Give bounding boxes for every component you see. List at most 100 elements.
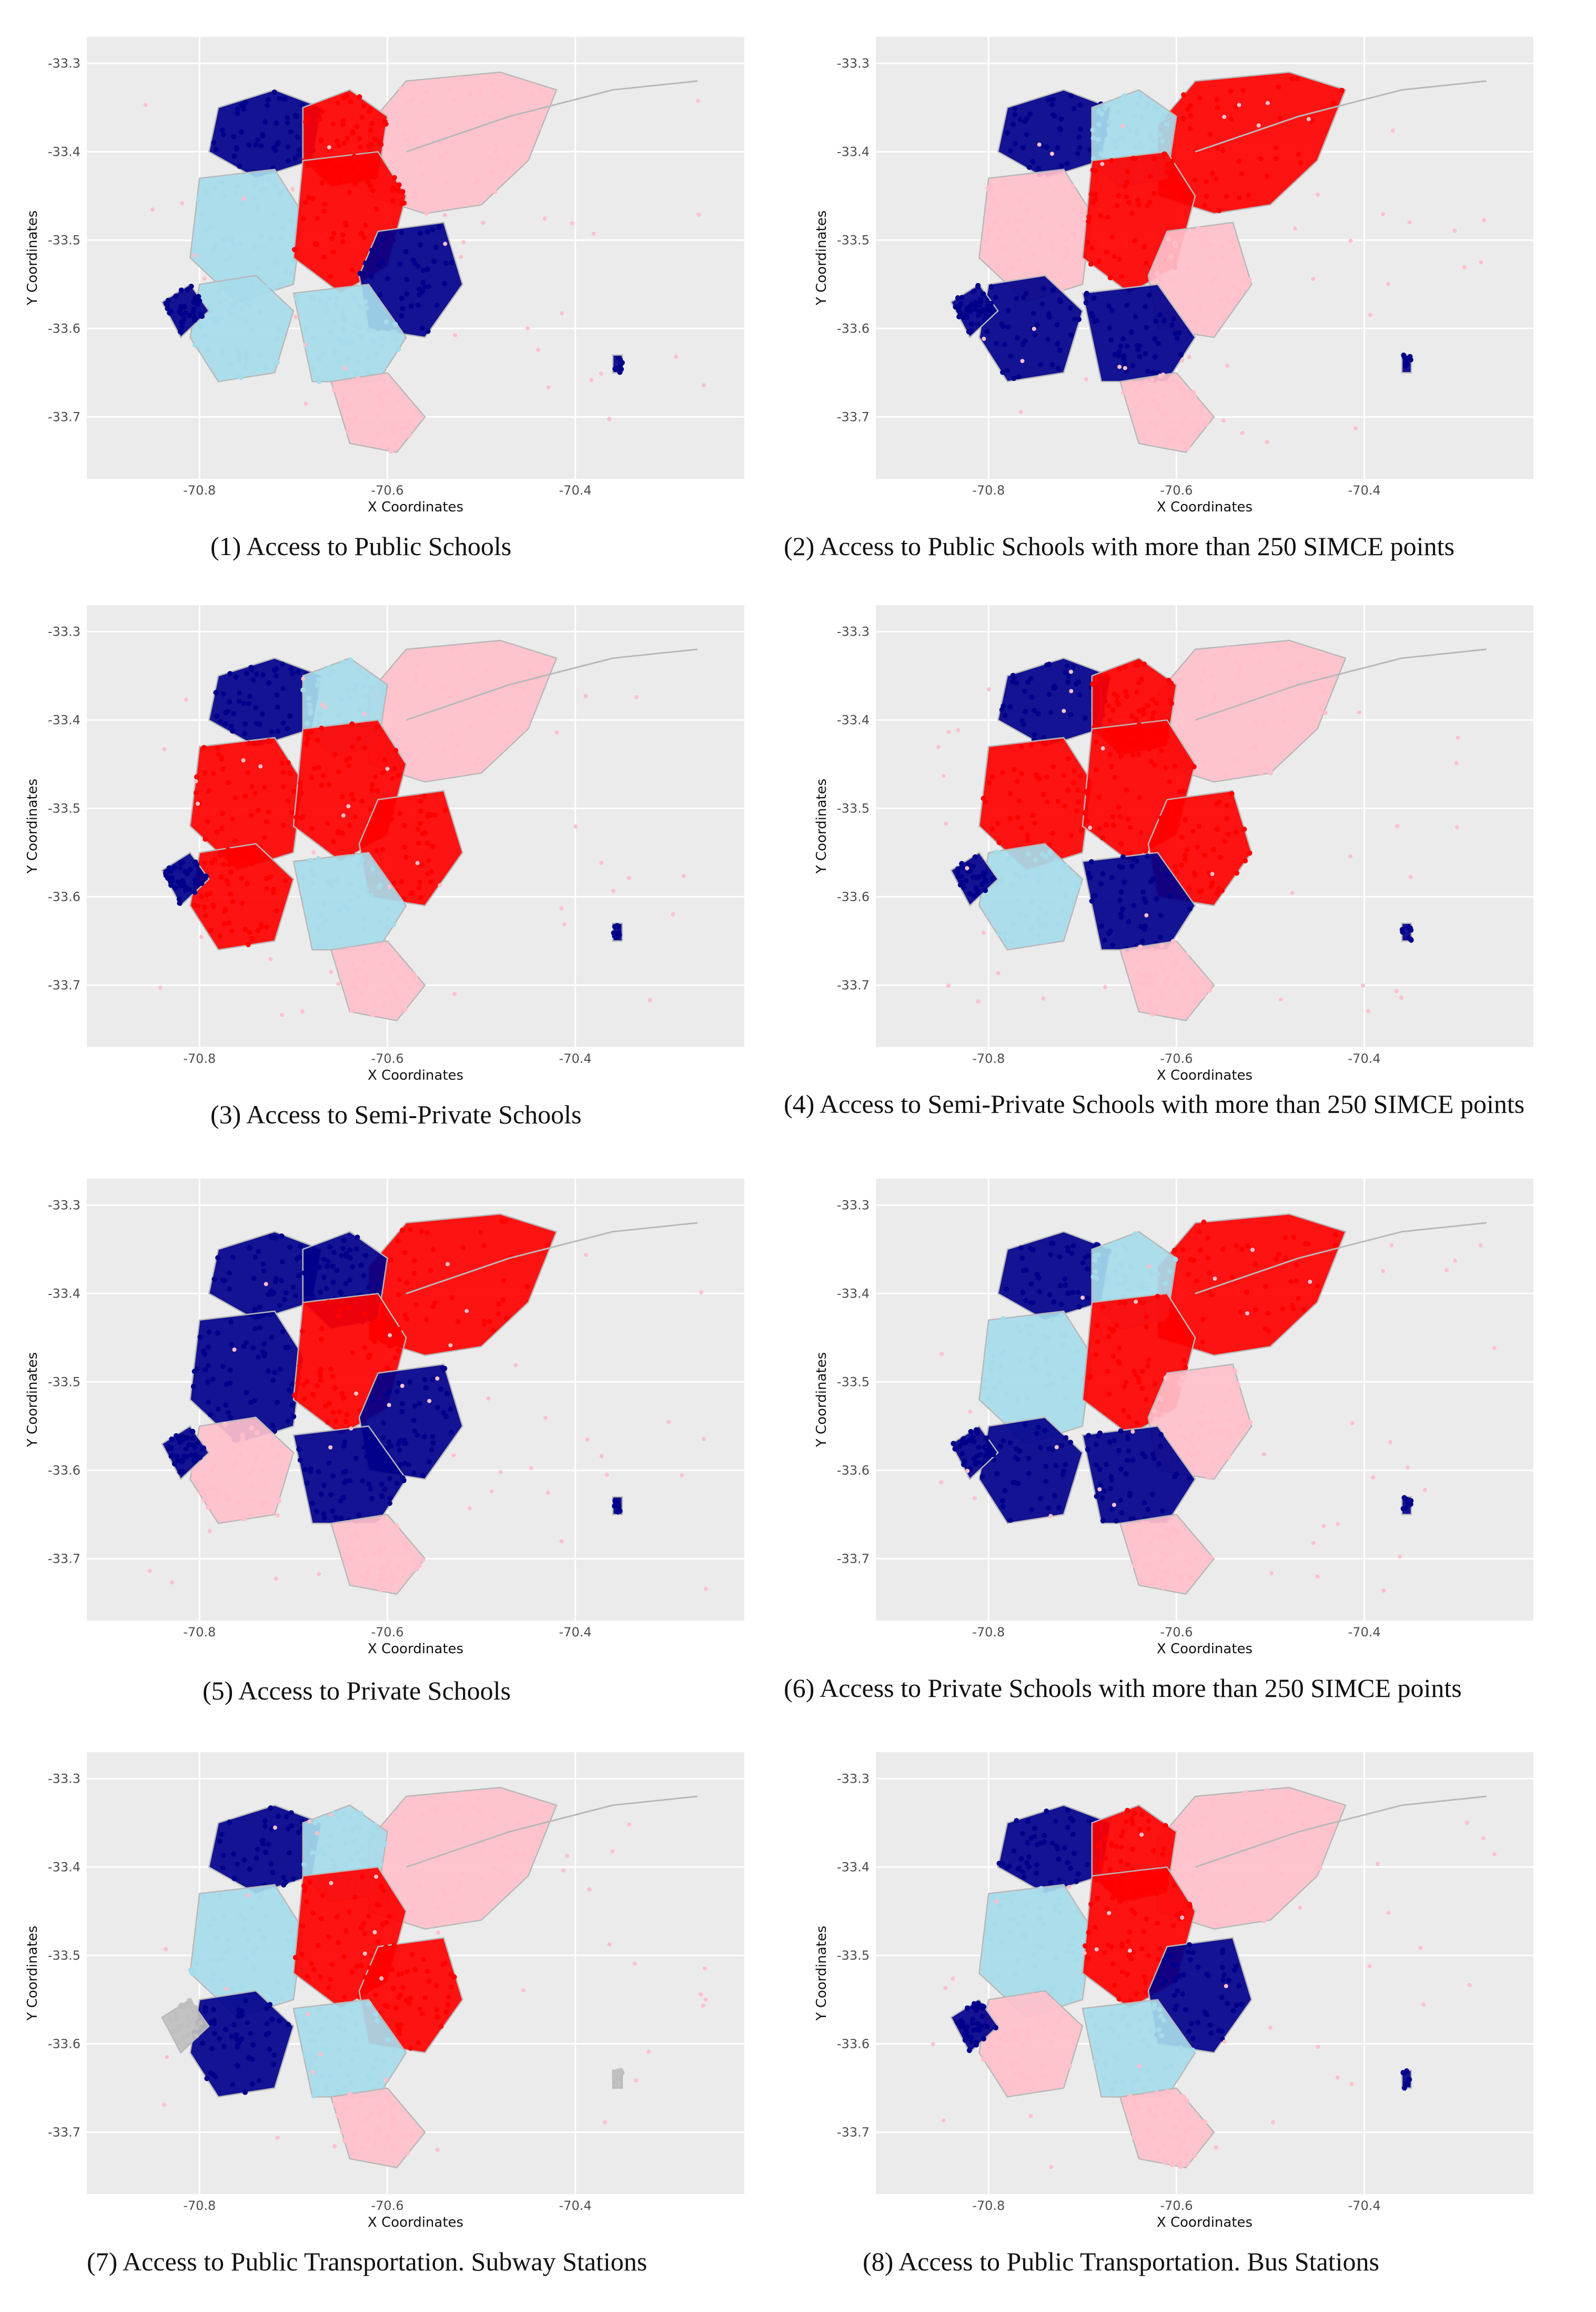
point-center xyxy=(1143,1979,1148,1985)
outlier-point xyxy=(634,2078,639,2083)
x-tick-label: -70.6 xyxy=(371,1625,403,1640)
outlier-point xyxy=(1123,366,1127,370)
point-center xyxy=(1110,822,1116,828)
point-north-center xyxy=(354,1850,360,1856)
point-far-west xyxy=(955,866,961,872)
point-south xyxy=(321,1515,327,1521)
point-west xyxy=(288,1928,294,1934)
point-west xyxy=(210,771,216,777)
point-northwest xyxy=(1077,126,1083,132)
point-southwest xyxy=(236,374,241,379)
point-far-west xyxy=(165,1443,170,1449)
point-northwest xyxy=(1065,1824,1070,1830)
point-center xyxy=(327,1401,332,1406)
point-northeast xyxy=(1224,1903,1229,1908)
point-southwest xyxy=(282,878,288,883)
point-north-center xyxy=(348,1856,353,1862)
point-north-center xyxy=(1125,1807,1130,1813)
outlier-point xyxy=(435,2147,440,2152)
point-southwest xyxy=(224,1490,229,1496)
point-west xyxy=(1068,833,1074,838)
point-west xyxy=(1030,1363,1036,1369)
point-north-center xyxy=(341,1238,347,1243)
point-northeast xyxy=(422,650,427,656)
point-southwest xyxy=(1039,2063,1045,2068)
point-center xyxy=(1117,1879,1123,1885)
point-northwest xyxy=(252,1254,258,1260)
point-south-tip xyxy=(1134,989,1140,995)
point-northwest xyxy=(255,1846,260,1852)
point-northeast xyxy=(1185,106,1190,112)
point-south-tip xyxy=(1190,390,1196,396)
point-west xyxy=(1076,799,1082,805)
point-southwest xyxy=(274,360,280,365)
point-north-center xyxy=(1121,93,1127,98)
point-southwest xyxy=(1022,1422,1028,1428)
point-northwest xyxy=(1077,692,1083,698)
point-southwest xyxy=(213,319,219,325)
point-south xyxy=(1125,2021,1130,2027)
point-center xyxy=(359,1874,365,1879)
outlier-point xyxy=(1492,1852,1497,1856)
point-center xyxy=(339,1391,345,1396)
point-south xyxy=(357,285,363,291)
point-northwest xyxy=(277,95,282,101)
point-far-west xyxy=(974,2042,979,2048)
point-center xyxy=(309,775,315,780)
point-north-center xyxy=(338,1253,344,1259)
point-west xyxy=(272,1370,278,1375)
outlier-point xyxy=(939,1480,944,1485)
point-south xyxy=(307,2038,313,2044)
point-west xyxy=(214,1958,220,1964)
map-panel-7: -33.3 -33.4 -33.5 -33.6 -33.7 -70.8 -70.6 -70.4… xyxy=(0,1736,779,2241)
point-center xyxy=(1146,1953,1151,1958)
point-southwest xyxy=(209,316,214,322)
point-south-tip xyxy=(1161,2159,1167,2165)
point-west xyxy=(1050,1985,1056,1991)
outlier-point xyxy=(1245,1311,1250,1315)
point-southeast xyxy=(397,2030,402,2036)
point-south-tip xyxy=(363,981,369,987)
point-northeast xyxy=(408,1227,413,1233)
outlier-point xyxy=(1144,913,1149,918)
point-south-tip xyxy=(1146,1002,1151,1008)
point-north-center xyxy=(330,121,336,127)
point-southwest xyxy=(1045,1505,1051,1511)
outlier-point xyxy=(486,1396,491,1401)
point-far-west xyxy=(963,878,969,883)
point-center xyxy=(349,1969,355,1975)
point-south-tip xyxy=(1135,2105,1141,2110)
point-center xyxy=(1082,1943,1088,1949)
point-north-center xyxy=(1113,1252,1119,1258)
point-north-center xyxy=(1123,665,1128,670)
point-west xyxy=(1056,1896,1062,1902)
point-center xyxy=(1092,1924,1098,1930)
point-south xyxy=(310,1501,316,1506)
point-south xyxy=(353,2022,359,2027)
point-south-tip xyxy=(1132,1562,1138,1568)
point-north-center xyxy=(347,1255,353,1261)
point-west xyxy=(1028,742,1034,748)
point-south-tip xyxy=(1140,972,1146,978)
point-northeast xyxy=(1186,1272,1191,1277)
point-northwest xyxy=(223,721,228,727)
point-west xyxy=(990,194,996,200)
point-northeast xyxy=(488,154,493,160)
point-south-tip xyxy=(391,2103,397,2108)
point-west xyxy=(203,836,208,842)
point-south-tip xyxy=(392,441,398,447)
point-south xyxy=(1109,874,1115,880)
point-southwest xyxy=(209,1467,215,1473)
point-northeast xyxy=(1237,663,1243,669)
point-northwest xyxy=(213,147,219,153)
point-center xyxy=(329,235,335,241)
point-southwest xyxy=(269,2016,275,2022)
point-far-west xyxy=(167,310,173,316)
point-far-west xyxy=(187,867,193,872)
point-southeast xyxy=(412,1403,418,1409)
point-south-tip xyxy=(1193,1555,1198,1561)
point-northeast xyxy=(471,1804,477,1810)
point-north-center xyxy=(327,1843,332,1848)
outlier-point xyxy=(385,767,390,771)
point-south-tip xyxy=(407,418,412,424)
